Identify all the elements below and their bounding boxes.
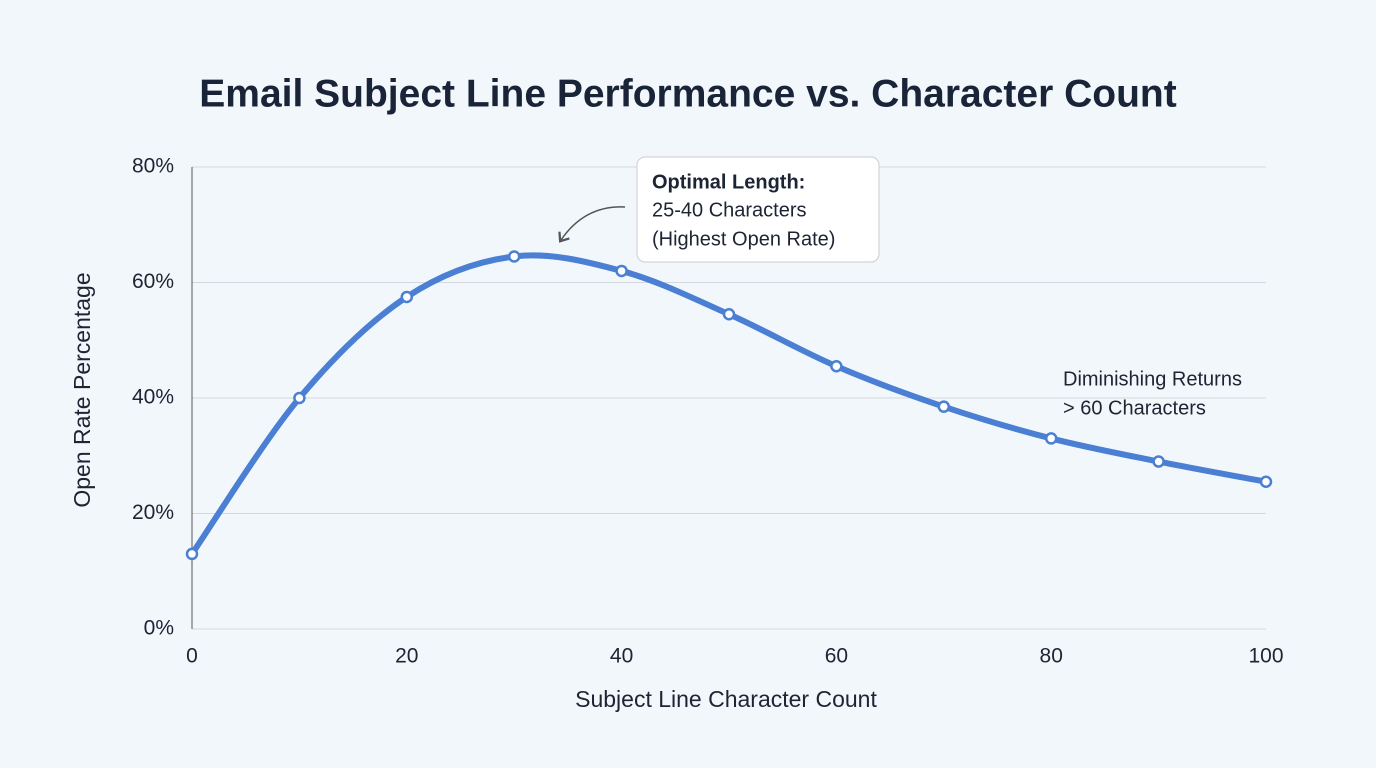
x-tick-label: 0 bbox=[186, 645, 198, 668]
y-tick-label: 80% bbox=[132, 155, 174, 178]
y-tick-label: 60% bbox=[132, 270, 174, 293]
point bbox=[830, 359, 843, 373]
point bbox=[1152, 455, 1165, 468]
annotation-text: Diminishing Returns bbox=[1063, 368, 1242, 390]
x-tick-label: 80 bbox=[1040, 645, 1063, 668]
point bbox=[1259, 475, 1273, 488]
point bbox=[507, 250, 521, 263]
callout-box bbox=[636, 156, 880, 263]
x-tick-label: 40 bbox=[610, 645, 633, 668]
y-axis-label: Open Rate Percentage bbox=[69, 272, 95, 507]
point bbox=[937, 400, 951, 413]
line bbox=[189, 252, 1269, 557]
x-tick-label: 100 bbox=[1248, 645, 1283, 668]
x-tick-label: 20 bbox=[395, 645, 418, 668]
y-tick-label: 40% bbox=[132, 386, 174, 409]
point bbox=[722, 308, 736, 321]
callout-arrow bbox=[558, 206, 626, 243]
point bbox=[615, 264, 628, 278]
x-tick-label: 60 bbox=[825, 645, 848, 668]
point bbox=[185, 547, 199, 561]
annotation-text: > 60 Characters bbox=[1063, 397, 1206, 419]
y-tick-label: 0% bbox=[144, 617, 174, 640]
point bbox=[1044, 432, 1058, 445]
callout-title: Optimal Length: bbox=[652, 171, 805, 193]
plot-area: 0% 20% 40% 60% 80% 0 20 40 60 80 100 bbox=[132, 155, 1284, 668]
callout-text: (Highest Open Rate) bbox=[652, 228, 835, 250]
point bbox=[293, 391, 306, 405]
y-tick-label: 20% bbox=[132, 501, 174, 524]
callout-text: 25-40 Characters bbox=[652, 199, 807, 221]
x-axis-label: Subject Line Character Count bbox=[575, 686, 877, 712]
chart-title: Email Subject Line Performance vs. Chara… bbox=[199, 72, 1176, 115]
point bbox=[400, 290, 414, 304]
